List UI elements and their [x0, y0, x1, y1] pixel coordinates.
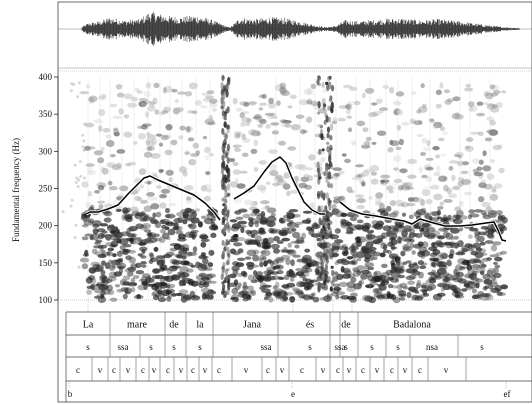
syllable-label: s: [172, 342, 176, 352]
segment-label: v: [403, 365, 408, 375]
segment-label: c: [166, 365, 170, 375]
waveform-panel: [58, 11, 532, 69]
syllable-label: nsa: [426, 342, 438, 352]
y-axis: 400 350 300 250 200 150 100: [39, 72, 59, 305]
segment-label: v: [98, 365, 103, 375]
syllable-label: s: [86, 342, 90, 352]
segment-label: v: [347, 365, 352, 375]
y-tick-label-100: 100: [39, 295, 53, 305]
segment-label: v: [444, 365, 449, 375]
break-label: e: [291, 389, 295, 399]
syllable-label: s: [149, 342, 153, 352]
segment-label: c: [141, 365, 145, 375]
segment-label: c: [266, 365, 270, 375]
syllable-label: s: [370, 342, 374, 352]
break-label: b: [68, 389, 73, 399]
syllable-label: s: [198, 342, 202, 352]
y-axis-label: Fundamental frequency (Hz): [11, 138, 21, 242]
word-label: mare: [127, 320, 148, 331]
segment-label: v: [203, 365, 208, 375]
word-label: és: [306, 320, 314, 331]
segment-label: c: [300, 365, 304, 375]
word-label: de: [341, 320, 351, 331]
word-label: La: [83, 320, 94, 331]
segment-label: v: [375, 365, 380, 375]
segment-label: c: [336, 365, 340, 375]
segment-label: c: [361, 365, 365, 375]
segment-label: v: [179, 365, 184, 375]
y-tick-label-350: 350: [39, 109, 53, 119]
segment-label: c: [217, 365, 221, 375]
syllable-label: s: [396, 342, 400, 352]
segment-label: v: [126, 365, 131, 375]
syllable-label: ssa: [335, 342, 346, 352]
syllable-label: ssa: [118, 342, 129, 352]
segment-label: v: [321, 365, 326, 375]
pitch-contour: [85, 155, 507, 243]
segment-label: v: [244, 365, 249, 375]
y-tick-label-150: 150: [39, 258, 53, 268]
pitch-segment-1: [233, 156, 325, 215]
word-label: la: [196, 320, 204, 331]
word-label: Badalona: [393, 320, 431, 331]
y-tick-label-250: 250: [39, 184, 53, 194]
pitch-segment-0: [85, 175, 221, 221]
syllable-label: ssa: [261, 342, 272, 352]
spectrogram-panel: [58, 70, 532, 304]
segment-label: c: [112, 365, 116, 375]
segment-label: c: [418, 365, 422, 375]
word-label: de: [169, 320, 179, 331]
syllable-label: s: [480, 342, 484, 352]
segment-label: v: [280, 365, 285, 375]
syllable-label: s: [344, 342, 348, 352]
break-label: ef: [504, 389, 511, 399]
pitch-segment-2: [339, 201, 507, 242]
segment-label: v: [152, 365, 157, 375]
y-tick-label-400: 400: [39, 72, 53, 82]
word-label: Jana: [243, 320, 261, 331]
segment-label: c: [390, 365, 394, 375]
segment-label: c: [191, 365, 195, 375]
y-tick-label-300: 300: [39, 146, 53, 156]
y-tick-label-200: 200: [39, 221, 53, 231]
waveform-trace: [81, 11, 520, 47]
segment-label: c: [76, 365, 80, 375]
syllable-label: s: [308, 342, 312, 352]
